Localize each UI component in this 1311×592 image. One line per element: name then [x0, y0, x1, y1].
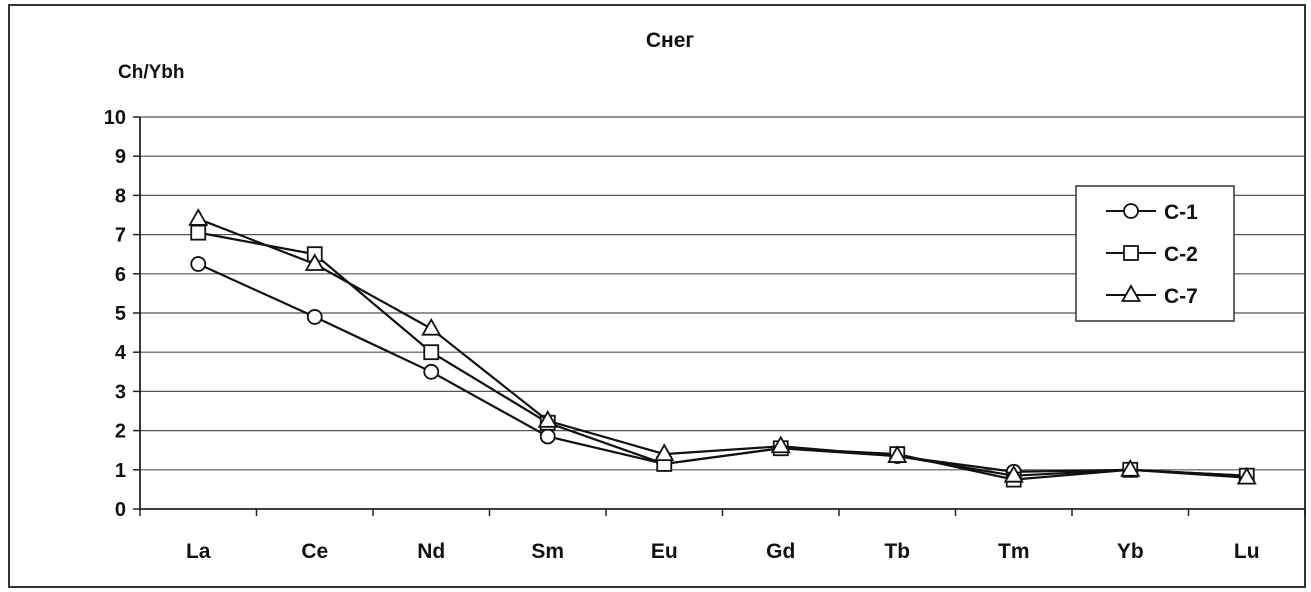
x-tick-label: Nd	[417, 540, 445, 563]
data-point	[770, 435, 791, 454]
y-tick-label: 5	[115, 303, 126, 325]
y-tick-label: 1	[115, 460, 126, 482]
data-point	[190, 224, 207, 241]
y-tick-label: 10	[104, 107, 126, 129]
data-point	[654, 443, 675, 462]
y-tick-label: 3	[115, 381, 126, 403]
y-tick-label: 2	[115, 421, 126, 443]
y-tick-label: 8	[115, 185, 126, 207]
data-point	[887, 445, 908, 463]
data-point	[539, 428, 556, 445]
y-tick-label: 4	[115, 342, 127, 364]
x-tick-labels: La Ce Nd Sm Eu Gd Tb Tm Yb Lu	[186, 540, 1260, 563]
data-point	[423, 344, 440, 361]
series-line	[197, 217, 1247, 479]
chart-title: Снег	[646, 29, 695, 52]
legend-marker	[1123, 245, 1139, 261]
x-tick-label: Eu	[651, 540, 678, 563]
x-tick-label: Yb	[1117, 540, 1144, 563]
legend-label: C-1	[1164, 201, 1198, 224]
x-tick-label: Ce	[301, 540, 328, 563]
y-tick-label: 7	[115, 225, 126, 247]
data-point	[188, 208, 209, 226]
data-point	[423, 363, 440, 380]
x-tick-label: Tb	[884, 540, 910, 563]
legend-item: C-2	[1106, 243, 1198, 266]
y-tick-labels: 0 1 2 3 4 5 6 7 8 9 10	[104, 107, 127, 521]
x-tick-label: Sm	[531, 540, 564, 563]
legend-marker	[1123, 203, 1139, 219]
legend: C-1 C-2 C-7	[1075, 185, 1235, 322]
data-point	[306, 309, 323, 325]
y-tick-label: 9	[115, 146, 126, 168]
data-point	[537, 409, 558, 428]
x-tick-label: Gd	[766, 540, 795, 563]
data-point	[304, 253, 325, 271]
legend-item: C-7	[1106, 284, 1198, 308]
data-point	[421, 317, 442, 336]
legend-marker	[1120, 284, 1142, 302]
series-group	[188, 208, 1257, 488]
y-tick-label: 6	[115, 264, 126, 286]
y-tick-label: 0	[115, 499, 126, 521]
x-tick-label: Tm	[998, 540, 1030, 563]
data-point	[1120, 458, 1141, 477]
x-tick-label: Lu	[1234, 540, 1260, 563]
data-point	[1003, 464, 1024, 483]
series-line	[198, 231, 1247, 481]
axes	[133, 116, 1306, 516]
data-point	[1236, 466, 1257, 485]
data-point	[190, 256, 207, 272]
x-tick-label: La	[186, 540, 211, 563]
legend-label: C-2	[1164, 243, 1198, 266]
series-c-7	[188, 208, 1257, 485]
legend-label: C-7	[1164, 285, 1198, 308]
legend-item: C-1	[1106, 201, 1198, 224]
y-axis-label: Ch/Ybh	[118, 62, 185, 83]
